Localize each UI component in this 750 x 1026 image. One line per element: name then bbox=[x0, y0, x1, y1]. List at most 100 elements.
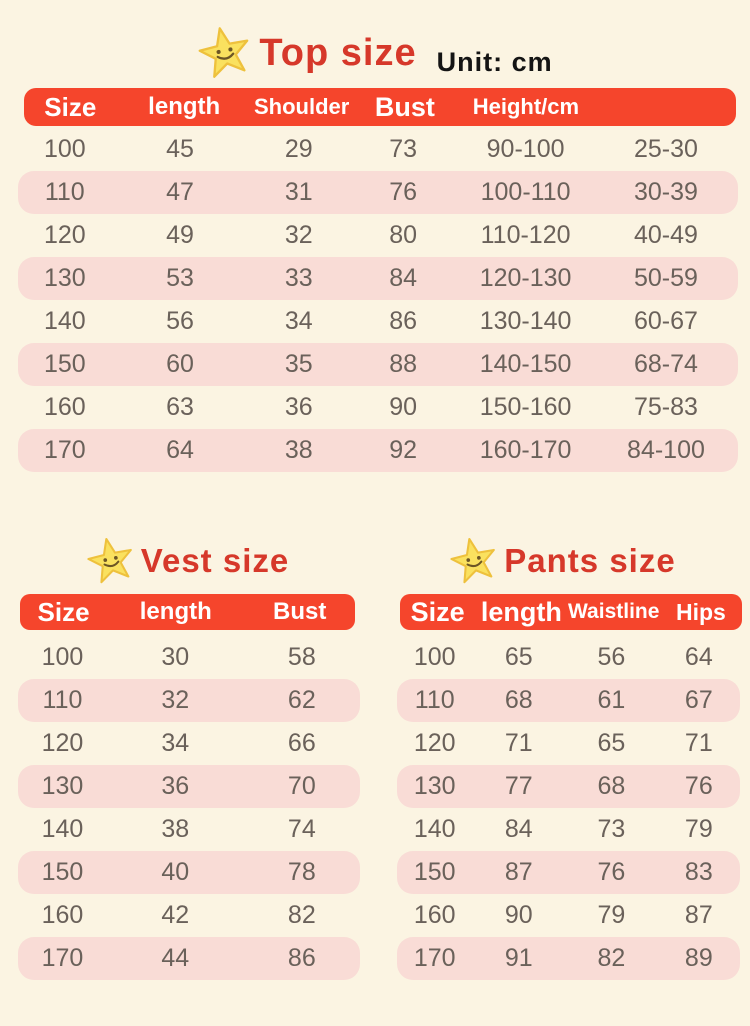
table-row: 170 91 82 89 bbox=[397, 937, 740, 980]
table-cell: 90 bbox=[389, 393, 418, 421]
column-header: length bbox=[480, 596, 562, 627]
table-cell: 36 bbox=[161, 772, 190, 800]
table-cell: 64 bbox=[166, 436, 194, 464]
vest-size-table: Size length Bust 100 30 58 110 32 62 120 34 66 130 3… bbox=[0, 594, 375, 980]
table-cell: 73 bbox=[389, 135, 418, 163]
table-cell: 44 bbox=[161, 944, 190, 972]
table-cell: 89 bbox=[684, 944, 713, 972]
table-cell: 100 bbox=[413, 643, 456, 671]
table-cell: 100 bbox=[41, 643, 84, 671]
vest-table-header-bar: Size length Bust bbox=[20, 594, 355, 630]
table-row: 140 84 73 79 bbox=[397, 808, 740, 851]
table-cell: 150 bbox=[43, 350, 86, 378]
table-cell: 32 bbox=[161, 686, 190, 714]
table-cell: 79 bbox=[684, 815, 713, 843]
table-row: 150 40 78 bbox=[18, 851, 360, 894]
table-cell: 90 bbox=[504, 901, 533, 929]
table-cell: 130 bbox=[43, 264, 86, 292]
table-row: 140 56 34 86 130-140 60-67 bbox=[18, 300, 738, 343]
table-cell: 140 bbox=[43, 307, 86, 335]
table-cell: 160 bbox=[413, 901, 456, 929]
table-cell: 74 bbox=[287, 815, 316, 843]
column-header: length bbox=[148, 93, 221, 120]
table-cell: 65 bbox=[504, 643, 533, 671]
vest-size-title-row: Vest size bbox=[0, 528, 375, 594]
table-cell: 86 bbox=[389, 307, 418, 335]
top-size-table: Size length Shoulder Bust Height/cm 100 45 29 7… bbox=[0, 88, 750, 472]
table-cell: 110-120 bbox=[480, 221, 571, 249]
table-cell: 68 bbox=[504, 686, 533, 714]
table-cell: 110 bbox=[42, 686, 83, 714]
column-header: Size bbox=[410, 596, 465, 627]
table-cell: 90-100 bbox=[486, 135, 565, 163]
table-cell: 33 bbox=[284, 264, 313, 292]
table-cell: 47 bbox=[166, 178, 194, 206]
top-size-title: Top size bbox=[259, 31, 417, 74]
table-cell: 30-39 bbox=[634, 178, 698, 206]
table-cell: 83 bbox=[684, 858, 713, 886]
table-cell: 170 bbox=[413, 944, 456, 972]
table-row: 150 87 76 83 bbox=[397, 851, 740, 894]
table-cell: 35 bbox=[284, 350, 313, 378]
table-cell: 84 bbox=[504, 815, 533, 843]
table-cell: 60 bbox=[166, 350, 194, 378]
table-row: 130 77 68 76 bbox=[397, 765, 740, 808]
vest-size-title: Vest size bbox=[140, 542, 290, 579]
table-cell: 36 bbox=[284, 393, 313, 421]
table-cell: 38 bbox=[284, 436, 313, 464]
table-cell: 87 bbox=[684, 901, 713, 929]
pants-size-title-row: Pants size bbox=[375, 528, 750, 594]
table-cell: 49 bbox=[166, 221, 194, 249]
table-cell: 60-67 bbox=[634, 307, 698, 335]
table-cell: 140 bbox=[41, 815, 84, 843]
table-row: 110 32 62 bbox=[18, 679, 360, 722]
table-cell: 50-59 bbox=[634, 264, 698, 292]
table-cell: 130 bbox=[413, 772, 456, 800]
table-cell: 84-100 bbox=[627, 436, 705, 464]
table-cell: 150 bbox=[413, 858, 456, 886]
table-cell: 31 bbox=[284, 178, 313, 206]
table-row: 170 44 86 bbox=[18, 937, 360, 980]
table-cell: 100 bbox=[43, 135, 86, 163]
table-cell: 29 bbox=[284, 135, 313, 163]
table-cell: 34 bbox=[161, 729, 190, 757]
pants-table-header-bar: Size length Waistline Hips bbox=[400, 594, 742, 630]
table-cell: 82 bbox=[597, 944, 626, 972]
top-table-rows: 100 45 29 73 90-100 25-30 110 47 31 76 100-110 30-3… bbox=[18, 128, 738, 472]
table-cell: 67 bbox=[684, 686, 713, 714]
table-row: 120 34 66 bbox=[18, 722, 360, 765]
table-row: 130 53 33 84 120-130 50-59 bbox=[18, 257, 738, 300]
table-cell: 53 bbox=[166, 264, 194, 292]
table-cell: 64 bbox=[684, 643, 713, 671]
table-cell: 38 bbox=[161, 815, 190, 843]
table-cell: 45 bbox=[166, 135, 194, 163]
table-row: 160 63 36 90 150-160 75-83 bbox=[18, 386, 738, 429]
table-row: 160 90 79 87 bbox=[397, 894, 740, 937]
table-cell: 66 bbox=[287, 729, 316, 757]
table-cell: 71 bbox=[504, 729, 533, 757]
bottom-section: Vest size Size length Bust 100 30 58 110 32 62 1… bbox=[0, 528, 750, 980]
table-cell: 120 bbox=[41, 729, 84, 757]
table-cell: 79 bbox=[597, 901, 626, 929]
table-cell: 42 bbox=[161, 901, 190, 929]
pants-size-table: Size length Waistline Hips 100 65 56 64 110 68 61… bbox=[375, 594, 750, 980]
table-cell: 160 bbox=[43, 393, 86, 421]
table-cell: 120-130 bbox=[479, 264, 572, 292]
table-cell: 34 bbox=[284, 307, 313, 335]
table-cell: 84 bbox=[389, 264, 418, 292]
table-cell: 80 bbox=[389, 221, 418, 249]
table-cell: 73 bbox=[597, 815, 626, 843]
table-cell: 71 bbox=[684, 729, 713, 757]
table-cell: 25-30 bbox=[634, 135, 698, 163]
table-cell: 68 bbox=[597, 772, 626, 800]
table-cell: 87 bbox=[504, 858, 533, 886]
table-cell: 76 bbox=[684, 772, 713, 800]
pants-size-title: Pants size bbox=[504, 542, 676, 579]
table-row: 100 30 58 bbox=[18, 636, 360, 679]
table-cell: 130 bbox=[41, 772, 84, 800]
top-size-title-row: Top size Unit: cm bbox=[0, 20, 750, 86]
table-cell: 88 bbox=[389, 350, 418, 378]
table-cell: 160-170 bbox=[479, 436, 572, 464]
table-row: 110 47 31 76 100-110 30-39 bbox=[18, 171, 738, 214]
table-cell: 92 bbox=[389, 436, 418, 464]
